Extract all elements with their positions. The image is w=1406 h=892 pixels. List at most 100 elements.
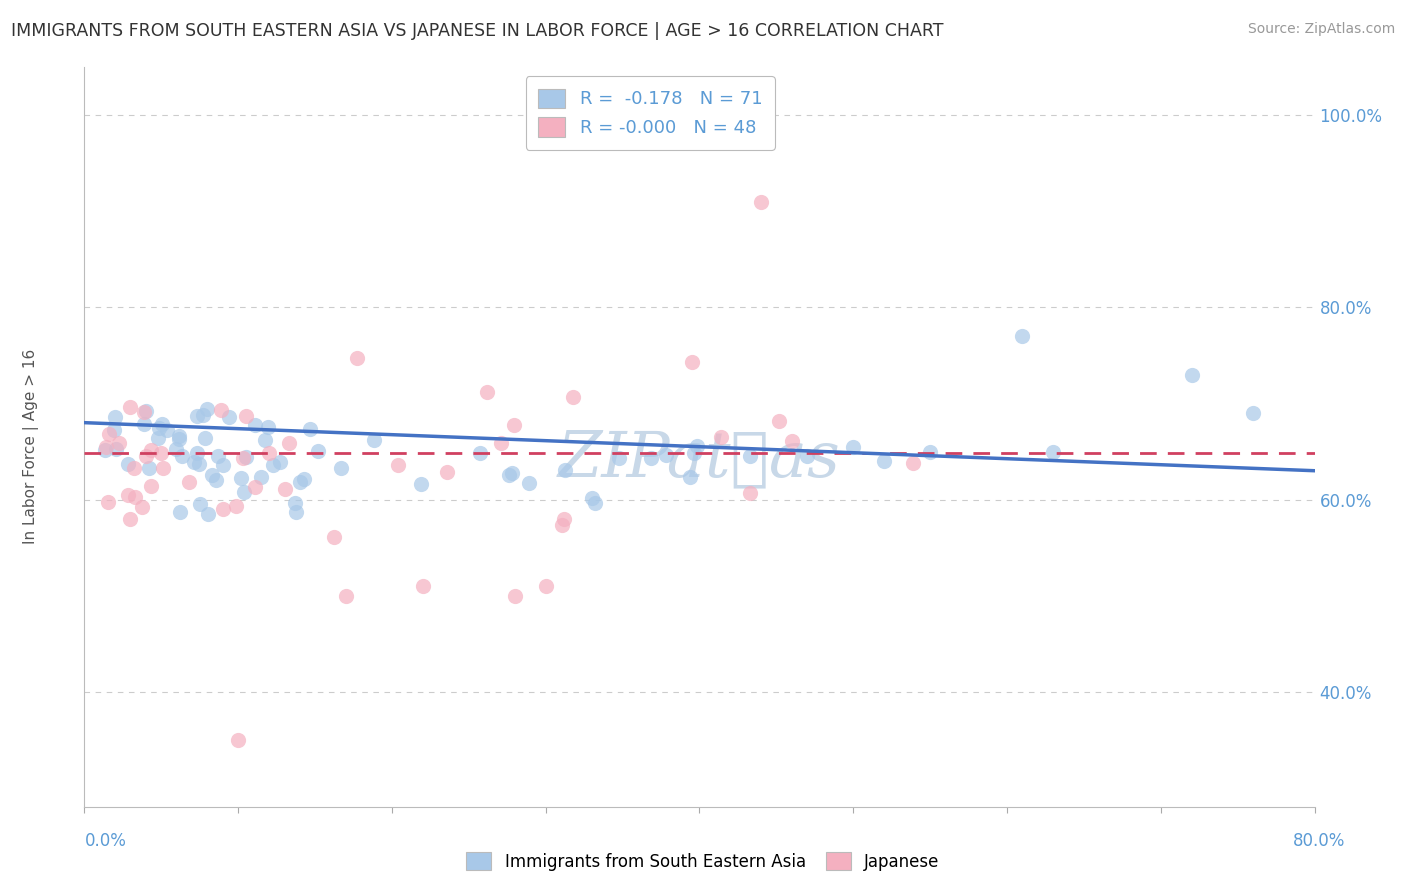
Point [686, 439, 709, 453]
Point [134, 405, 156, 419]
Point [152, 460, 174, 475]
Point [195, 401, 218, 416]
Point [135, 404, 157, 418]
Point [278, 435, 301, 450]
Point [212, 458, 235, 473]
Point [146, 431, 169, 445]
Point [269, 455, 291, 469]
Point [842, 440, 865, 454]
Point [232, 451, 254, 466]
Point [107, 436, 129, 450]
Point [554, 462, 576, 476]
Point [156, 423, 179, 437]
Point [197, 508, 219, 522]
Point [503, 589, 526, 603]
Point [183, 455, 205, 469]
Point [335, 589, 357, 603]
Point [250, 469, 273, 483]
Point [710, 430, 733, 444]
Point [120, 512, 142, 526]
Point [346, 351, 368, 366]
Point [218, 410, 240, 425]
Point [534, 579, 557, 593]
Point [186, 409, 208, 424]
Point [583, 495, 606, 509]
Point [655, 448, 678, 462]
Point [245, 418, 267, 433]
Point [150, 417, 173, 432]
Point [299, 422, 322, 436]
Point [235, 450, 257, 464]
Point [209, 403, 232, 417]
Point [498, 467, 520, 482]
Point [256, 420, 278, 434]
Point [412, 579, 434, 593]
Point [262, 458, 284, 472]
Point [436, 465, 458, 479]
Point [135, 449, 157, 463]
Point [640, 450, 662, 465]
Point [141, 479, 163, 493]
Point [117, 458, 139, 472]
Point [149, 446, 172, 460]
Point [187, 458, 209, 472]
Text: IMMIGRANTS FROM SOUTH EASTERN ASIA VS JAPANESE IN LABOR FORCE | AGE > 16 CORRELA: IMMIGRANTS FROM SOUTH EASTERN ASIA VS JA… [11, 22, 943, 40]
Point [284, 504, 307, 518]
Point [94, 443, 117, 458]
Point [207, 450, 229, 464]
Point [782, 434, 804, 449]
Point [607, 450, 630, 465]
Point [561, 390, 583, 404]
Point [165, 442, 187, 457]
Point [179, 475, 201, 489]
Point [503, 418, 526, 433]
Point [468, 445, 491, 459]
Point [169, 429, 191, 443]
Point [1042, 444, 1064, 458]
Point [489, 435, 512, 450]
Point [284, 495, 307, 509]
Point [475, 384, 498, 399]
Point [191, 409, 214, 423]
Point [243, 480, 266, 494]
Point [273, 482, 295, 496]
Point [138, 461, 160, 475]
Point [683, 446, 706, 460]
Point [225, 499, 247, 513]
Text: In Labor Force | Age > 16: In Labor Force | Age > 16 [22, 349, 39, 543]
Point [1241, 406, 1264, 420]
Text: 0.0%: 0.0% [84, 831, 127, 849]
Point [553, 512, 575, 526]
Point [257, 446, 280, 460]
Point [105, 442, 128, 457]
Point [232, 485, 254, 500]
Point [96, 440, 118, 454]
Point [117, 488, 139, 502]
Point [235, 409, 257, 424]
Point [920, 444, 942, 458]
Point [1181, 368, 1204, 382]
Point [122, 460, 145, 475]
Text: ZIPatℓas: ZIPatℓas [558, 428, 841, 490]
Point [190, 497, 212, 511]
Point [1011, 329, 1033, 343]
Point [194, 431, 217, 445]
Point [141, 442, 163, 457]
Point [738, 449, 761, 463]
Point [170, 449, 193, 463]
Text: Source: ZipAtlas.com: Source: ZipAtlas.com [1247, 22, 1395, 37]
Point [796, 450, 818, 464]
Text: 80.0%: 80.0% [1292, 831, 1346, 849]
Point [201, 467, 224, 482]
Legend: R =  -0.178   N = 71, R = -0.000   N = 48: R = -0.178 N = 71, R = -0.000 N = 48 [526, 76, 775, 150]
Point [97, 495, 120, 509]
Point [581, 491, 603, 505]
Point [363, 433, 385, 447]
Point [211, 502, 233, 516]
Point [186, 446, 208, 460]
Point [873, 454, 896, 468]
Point [517, 475, 540, 490]
Point [292, 472, 315, 486]
Point [132, 417, 155, 431]
Point [411, 477, 433, 491]
